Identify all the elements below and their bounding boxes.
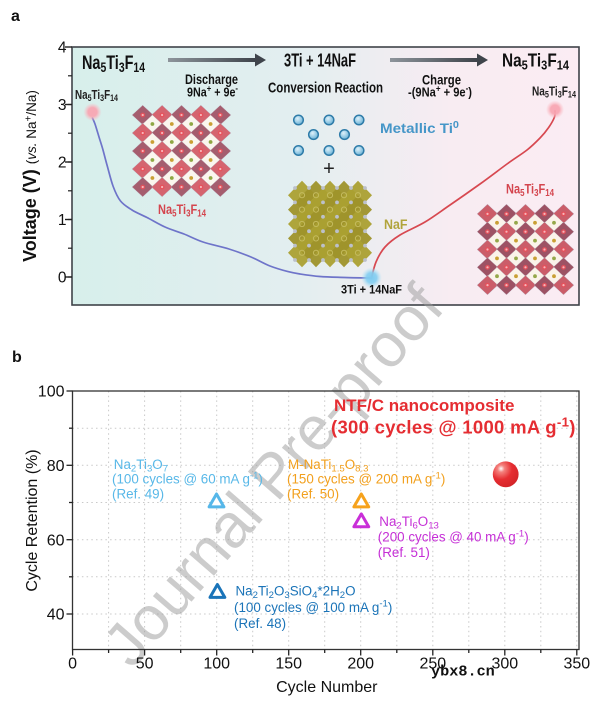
svg-text:9Na+ + 9e-: 9Na+ + 9e- bbox=[187, 83, 238, 100]
svg-text:-(9Na+ + 9e-): -(9Na+ + 9e-) bbox=[408, 83, 472, 100]
svg-text:(Ref. 50): (Ref. 50) bbox=[287, 486, 339, 501]
svg-text:4: 4 bbox=[58, 40, 67, 57]
svg-text:2: 2 bbox=[58, 155, 67, 172]
svg-text:300: 300 bbox=[491, 656, 518, 673]
svg-text:350: 350 bbox=[563, 656, 590, 673]
svg-text:100: 100 bbox=[38, 384, 65, 401]
svg-text:Metallic Ti0: Metallic Ti 0 bbox=[380, 120, 459, 136]
svg-text:Discharge: Discharge bbox=[185, 72, 238, 87]
svg-text:(100 cycles @ 60 mA g-1): (100 cycles @ 60 mA g-1) bbox=[112, 471, 263, 487]
svg-text:3Ti + 14NaF: 3Ti + 14NaF bbox=[284, 50, 356, 71]
svg-text:Cycle Number: Cycle Number bbox=[276, 679, 378, 696]
svg-text:40: 40 bbox=[47, 607, 65, 624]
svg-text:Conversion Reaction: Conversion Reaction bbox=[268, 80, 383, 97]
svg-text:0: 0 bbox=[58, 270, 67, 287]
svg-text:Na2Ti2O3SiO4*2H2O: Na2Ti2O3SiO4*2H2O bbox=[236, 584, 356, 601]
svg-text:Na2Ti6O13: Na2Ti6O13 bbox=[379, 514, 439, 531]
svg-text:ybx8.cn: ybx8.cn bbox=[431, 663, 495, 681]
svg-text:Na5Ti3F14: Na5Ti3F14 bbox=[506, 182, 554, 199]
svg-text:Voltage (V) (vs. Na+/Na): Voltage (V) (vs. Na+/Na) bbox=[20, 90, 40, 262]
svg-text:Na5Ti3F14: Na5Ti3F14 bbox=[502, 50, 569, 73]
svg-text:3: 3 bbox=[58, 97, 67, 114]
svg-text:Na5Ti3F14: Na5Ti3F14 bbox=[75, 88, 118, 103]
svg-text:0: 0 bbox=[68, 656, 77, 673]
svg-text:M-NaTi1.5O8.3: M-NaTi1.5O8.3 bbox=[288, 457, 369, 474]
svg-text:Na5Ti3F14: Na5Ti3F14 bbox=[532, 85, 576, 100]
svg-text:b: b bbox=[12, 349, 22, 366]
svg-text:NaF: NaF bbox=[384, 217, 408, 232]
svg-text:Na2Ti3O7: Na2Ti3O7 bbox=[114, 457, 168, 474]
svg-text:NTF/C nanocomposite: NTF/C nanocomposite bbox=[334, 396, 514, 415]
svg-text:50: 50 bbox=[136, 656, 154, 673]
svg-text:1: 1 bbox=[58, 212, 67, 229]
svg-text:(Ref. 48): (Ref. 48) bbox=[234, 616, 286, 631]
svg-text:Charge: Charge bbox=[422, 73, 461, 88]
svg-text:(100 cycles @ 100 mA g-1): (100 cycles @ 100 mA g-1) bbox=[234, 599, 392, 615]
svg-text:+: + bbox=[323, 158, 335, 180]
svg-text:3Ti + 14NaF: 3Ti + 14NaF bbox=[341, 283, 402, 297]
svg-text:Na5Ti3F14: Na5Ti3F14 bbox=[158, 202, 206, 219]
svg-text:80: 80 bbox=[47, 458, 65, 475]
svg-text:(300 cycles @ 1000 mA g-1): (300 cycles @ 1000 mA g-1) bbox=[331, 414, 576, 437]
svg-text:Cycle Retention (%): Cycle Retention (%) bbox=[24, 449, 41, 591]
svg-text:(150 cycles @ 200 mA g-1): (150 cycles @ 200 mA g-1) bbox=[287, 471, 445, 487]
svg-text:150: 150 bbox=[275, 656, 302, 673]
svg-text:60: 60 bbox=[47, 532, 65, 549]
svg-text:Na5Ti3F14: Na5Ti3F14 bbox=[82, 53, 145, 75]
svg-text:(Ref. 49): (Ref. 49) bbox=[112, 486, 164, 501]
svg-text:a: a bbox=[11, 8, 20, 25]
svg-text:100: 100 bbox=[203, 656, 230, 673]
svg-text:(Ref. 51): (Ref. 51) bbox=[378, 545, 430, 560]
svg-text:200: 200 bbox=[347, 656, 374, 673]
svg-text:250: 250 bbox=[419, 656, 446, 673]
svg-text:(200 cycles @ 40 mA g-1): (200 cycles @ 40 mA g-1) bbox=[378, 529, 529, 545]
